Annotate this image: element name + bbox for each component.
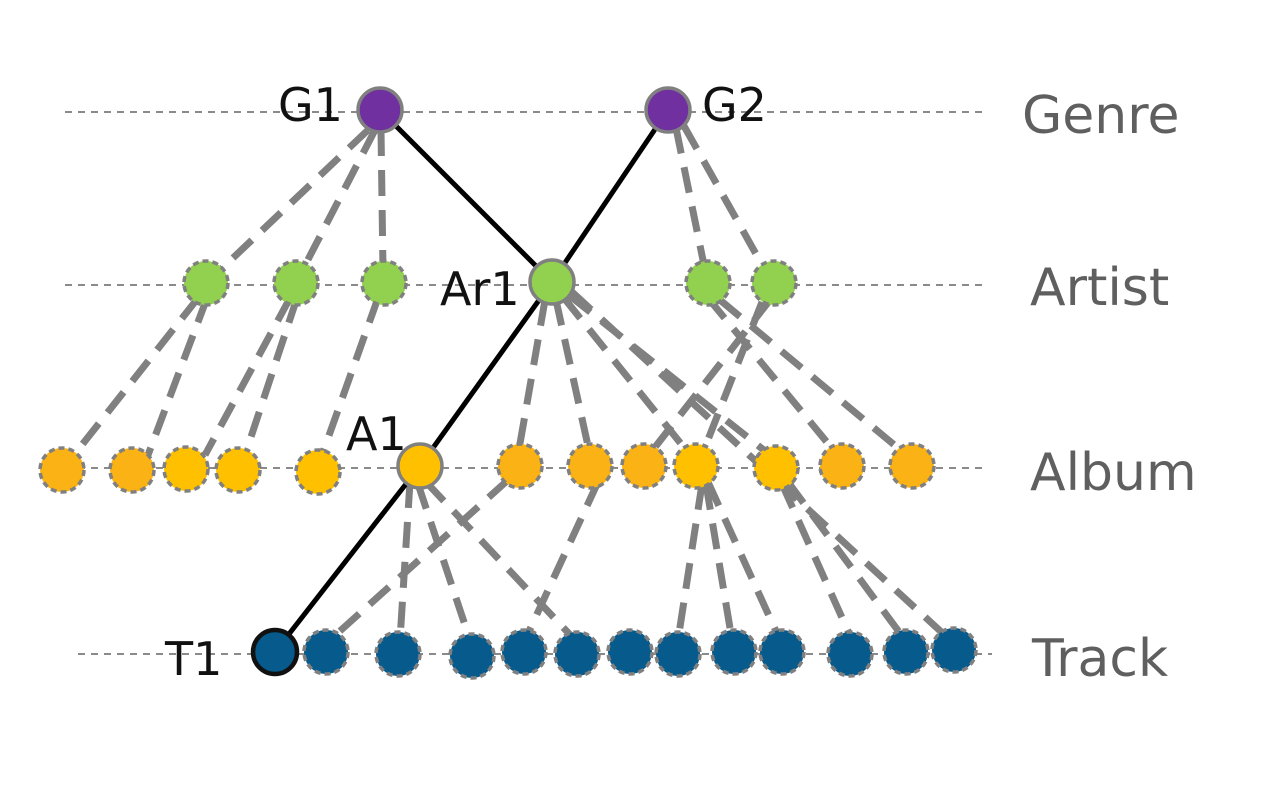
album-node[interactable] (38, 446, 86, 494)
track-node[interactable] (710, 628, 758, 676)
track-nodes (250, 626, 978, 680)
track-node[interactable] (826, 630, 874, 678)
edge (778, 482, 856, 642)
artist-node[interactable] (684, 259, 732, 307)
track-node[interactable] (758, 628, 806, 676)
level-labels: Genre Artist Album Track (1022, 86, 1197, 689)
node-ar1[interactable] (528, 258, 576, 306)
edge (680, 124, 769, 272)
artist-node[interactable] (750, 259, 798, 307)
edge (717, 297, 913, 461)
edge (705, 295, 843, 461)
track-node[interactable] (448, 632, 496, 680)
t1-label: T1 (164, 632, 222, 686)
edge (521, 480, 602, 642)
g2-label: G2 (702, 78, 767, 132)
edge (327, 477, 511, 643)
edge (144, 296, 211, 457)
album-nodes (38, 442, 936, 496)
album-node[interactable] (496, 442, 544, 490)
album-node[interactable] (108, 446, 156, 494)
edge (552, 299, 594, 456)
edge (67, 295, 201, 463)
album-node[interactable] (672, 442, 720, 490)
edge (704, 480, 784, 642)
edge (201, 296, 294, 457)
artist-node[interactable] (272, 259, 320, 307)
album-node[interactable] (752, 444, 800, 492)
node-g1[interactable] (356, 86, 404, 134)
highlighted-path (273, 108, 671, 654)
artist-node[interactable] (360, 259, 408, 307)
edge (212, 127, 371, 278)
genre-level-label: Genre (1022, 86, 1179, 146)
edge (642, 297, 773, 463)
artist-level-label: Artist (1030, 258, 1169, 318)
edge (241, 296, 301, 457)
ar1-label: Ar1 (440, 262, 520, 316)
edge-g2-ar1 (549, 108, 671, 284)
node-g2[interactable] (644, 86, 692, 134)
edge-g1-ar1 (378, 108, 554, 284)
edge (672, 127, 709, 271)
edge (318, 296, 382, 457)
track-level-label: Track (1031, 629, 1168, 689)
edge-a1-t1 (273, 464, 422, 654)
edge (696, 300, 766, 462)
track-node[interactable] (882, 628, 930, 676)
edge (377, 129, 387, 271)
artist-node[interactable] (182, 259, 230, 307)
album-node[interactable] (294, 448, 342, 496)
track-node[interactable] (930, 626, 978, 674)
node-labels: G1 G2 Ar1 A1 T1 (164, 78, 767, 686)
edge (296, 128, 379, 277)
genre-nodes (356, 86, 692, 134)
edge (785, 479, 908, 643)
track-node[interactable] (654, 630, 702, 678)
node-t1[interactable] (250, 627, 300, 677)
edge (414, 482, 474, 642)
edge (396, 481, 414, 641)
album-node[interactable] (162, 445, 210, 493)
album-node[interactable] (620, 442, 668, 490)
track-node[interactable] (553, 630, 601, 678)
edge (514, 299, 549, 456)
g1-label: G1 (278, 78, 343, 132)
a1-label: A1 (346, 407, 407, 461)
track-node[interactable] (500, 628, 548, 676)
artist-nodes (182, 258, 798, 307)
edge (702, 483, 736, 641)
edge (674, 483, 706, 641)
edge-ar1-a1 (417, 280, 555, 468)
node-a1[interactable] (396, 442, 444, 490)
edge (423, 479, 578, 643)
album-node[interactable] (888, 442, 936, 490)
track-node[interactable] (374, 630, 422, 678)
track-node[interactable] (302, 628, 350, 676)
album-level-label: Album (1030, 443, 1197, 503)
dashed-edges (67, 124, 953, 643)
album-node[interactable] (566, 442, 614, 490)
album-node[interactable] (818, 442, 866, 490)
album-node[interactable] (214, 446, 262, 494)
track-node[interactable] (606, 628, 654, 676)
